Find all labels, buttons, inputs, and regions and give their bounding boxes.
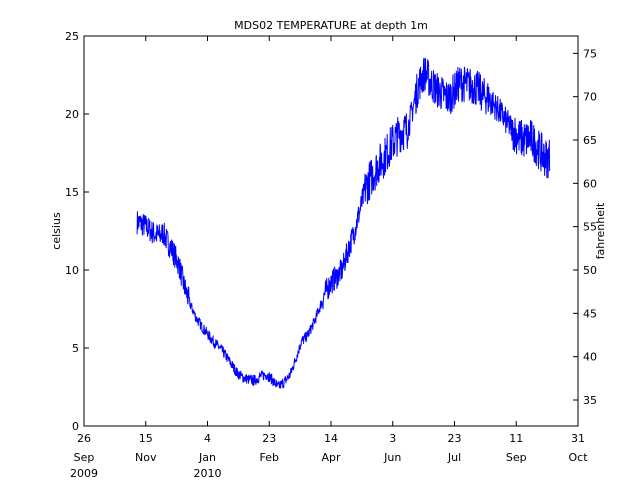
x-tick-month-label: Jan xyxy=(198,451,216,464)
y-tick-label-right: 75 xyxy=(583,47,597,60)
y-tick-label-left: 25 xyxy=(65,30,79,43)
y-tick-label-right: 55 xyxy=(583,221,597,234)
y-tick-label-right: 40 xyxy=(583,351,597,364)
y-tick-label-right: 65 xyxy=(583,134,597,147)
y-tick-label-right: 70 xyxy=(583,91,597,104)
y-tick-label-right: 60 xyxy=(583,177,597,190)
y-tick-label-left: 0 xyxy=(72,420,79,433)
x-tick-month-label: Apr xyxy=(321,451,341,464)
series-layer xyxy=(136,57,551,389)
y-tick-label-left: 15 xyxy=(65,186,79,199)
x-tick-month-label: Sep xyxy=(506,451,527,464)
x-tick-day-label: 23 xyxy=(262,432,276,445)
y-tick-label-right: 35 xyxy=(583,394,597,407)
y-tick-label-left: 5 xyxy=(72,342,79,355)
series-line xyxy=(136,57,551,389)
x-tick-day-label: 15 xyxy=(139,432,153,445)
y-axis-label-celsius: celsius xyxy=(50,212,63,250)
x-tick-month-label: Sep xyxy=(74,451,95,464)
y-tick-label-left: 10 xyxy=(65,264,79,277)
x-tick-month-label: Nov xyxy=(135,451,157,464)
y-tick-label-right: 50 xyxy=(583,264,597,277)
x-tick-month-label: Jul xyxy=(447,451,461,464)
axis-ticks: 0 5 10 15 20 25 35 40 45 50 55 60 65 70 75 26 Sep 2009 15 N… xyxy=(65,30,597,480)
x-tick-day-label: 31 xyxy=(571,432,585,445)
x-tick-month-label: Feb xyxy=(260,451,279,464)
x-tick-day-label: 4 xyxy=(204,432,211,445)
x-tick-year-label: 2009 xyxy=(70,467,98,480)
x-tick-month-label: Oct xyxy=(568,451,588,464)
x-tick-day-label: 23 xyxy=(448,432,462,445)
x-tick-month-label: Jun xyxy=(383,451,401,464)
x-tick-day-label: 3 xyxy=(389,432,396,445)
y-axis-label-fahrenheit: fahrenheit xyxy=(594,202,607,259)
y-tick-label-left: 20 xyxy=(65,108,79,121)
y-tick-label-right: 45 xyxy=(583,307,597,320)
x-tick-day-label: 14 xyxy=(324,432,338,445)
x-tick-day-label: 11 xyxy=(509,432,523,445)
chart-title: MDS02 TEMPERATURE at depth 1m xyxy=(234,19,428,32)
x-tick-day-label: 26 xyxy=(77,432,91,445)
x-tick-year-label: 2010 xyxy=(194,467,222,480)
